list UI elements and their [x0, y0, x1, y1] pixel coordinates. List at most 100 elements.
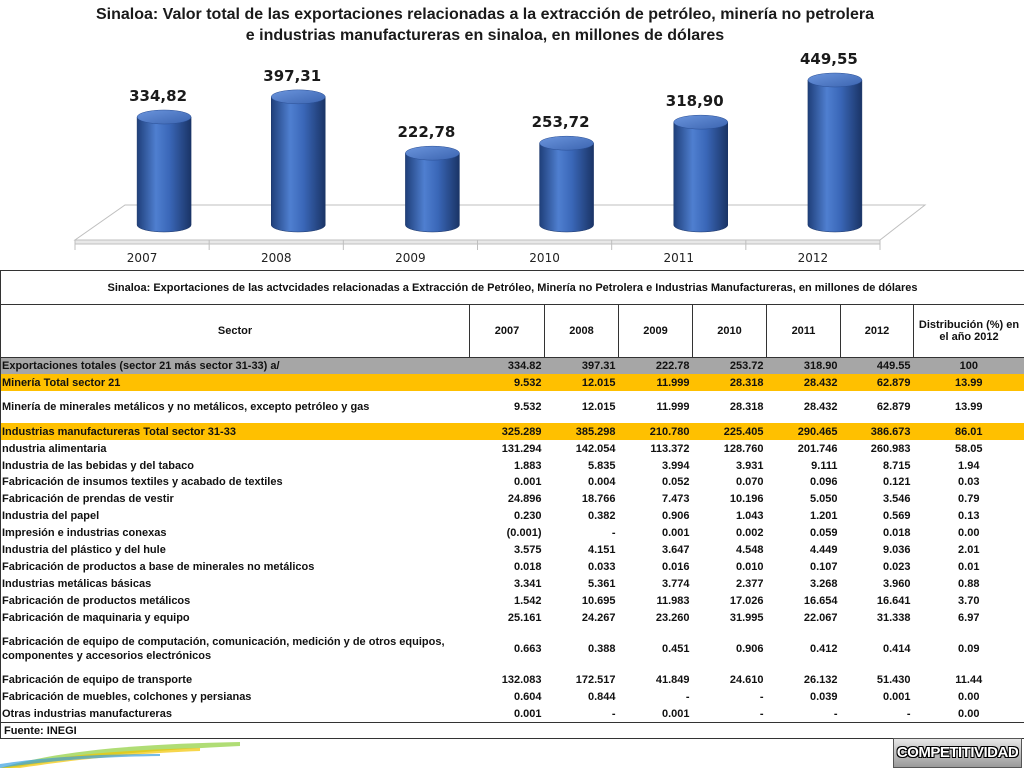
value-cell: 0.002	[735, 527, 764, 540]
sector-cell: Impresión e industrias conexas	[2, 527, 167, 540]
table-row: Impresión e industrias conexas (0.001) - 0.…	[1, 525, 1024, 542]
value-cell: -	[611, 527, 616, 540]
sector-cell: Industrias metálicas básicas	[2, 577, 152, 590]
value-label: 222,78	[397, 123, 455, 141]
value-cell: 24.610	[729, 674, 764, 687]
value-cell: 28.432	[766, 374, 841, 392]
value-cell: 0.004	[587, 476, 616, 489]
table-row: Fabricación de equipo de transporte 132.0…	[1, 672, 1024, 689]
value-cell: 0.09	[958, 642, 980, 655]
value-cell: 28.318	[729, 401, 764, 414]
value-cell: 62.879	[876, 401, 911, 414]
x-tick-label: 2007	[127, 251, 158, 265]
value-cell: 0.604	[513, 691, 542, 704]
value-cell: 3.960	[882, 577, 911, 590]
value-cell: 5.835	[587, 459, 616, 472]
value-cell: 10.196	[729, 493, 764, 506]
value-cell: 26.132	[803, 674, 838, 687]
value-cell: 10.695	[581, 594, 616, 607]
table-row: Fabricación de productos a base de miner…	[1, 558, 1024, 575]
value-cell: 1.542	[513, 594, 542, 607]
sector-cell: Fabricación de equipo de computación, co…	[2, 635, 445, 662]
value-cell: 11.983	[656, 594, 690, 607]
value-cell: 9.532	[469, 374, 545, 392]
value-cell: 449.55	[840, 357, 914, 375]
value-cell: 3.70	[958, 594, 980, 607]
value-cell: 3.546	[882, 493, 911, 506]
value-cell: 2.01	[958, 543, 980, 556]
table-row: Fabricación de prendas de vestir 24.896 18…	[1, 491, 1024, 508]
value-cell: -	[759, 707, 764, 720]
value-cell: 24.896	[507, 493, 542, 506]
value-cell: 253.72	[692, 357, 767, 375]
value-cell: 0.018	[882, 527, 911, 540]
value-cell: 0.906	[735, 642, 764, 655]
value-cell: -	[759, 691, 764, 704]
value-cell: 201.746	[797, 442, 838, 455]
value-cell: 62.879	[840, 374, 914, 392]
logo: COMPETITIVIDAD	[893, 738, 1022, 768]
table-row: Industria del plástico y del hule 3.575 4.…	[1, 542, 1024, 559]
floor	[73, 204, 927, 241]
value-cell: 17.026	[729, 594, 764, 607]
value-cell: 0.107	[809, 560, 838, 573]
sector-cell: Fabricación de insumos textiles y acabad…	[2, 476, 283, 489]
value-cell: 0.052	[661, 476, 690, 489]
value-cell: -	[833, 707, 838, 720]
table-row: Minería Total sector 21 9.532 12.015 11.999…	[0, 374, 1024, 392]
source: Fuente: INEGI	[0, 722, 1024, 740]
value-cell: 31.995	[729, 611, 764, 624]
value-cell: 11.44	[955, 674, 983, 687]
value-cell: 13.99	[954, 401, 983, 414]
value-cell: 11.999	[656, 401, 690, 414]
header-row: Sector 2007 2008 2009 2010 2011 2012 Distribuci…	[0, 304, 1024, 358]
bar	[136, 116, 192, 233]
data-table: Sinaloa: Exportaciones de las actvcidade…	[0, 270, 1024, 740]
sector-cell: Fabricación de maquinaria y equipo	[2, 611, 190, 624]
value-cell: 1.201	[809, 510, 838, 523]
bar-top	[136, 109, 192, 125]
value-cell: 25.161	[507, 611, 542, 624]
value-cell: 11.999	[618, 374, 693, 392]
sector-cell: Fabricación de prendas de vestir	[2, 493, 174, 506]
table-row: ndustria alimentaria 131.294 142.054 113.37…	[1, 440, 1024, 457]
sector-cell: Fabricación de muebles, colchones y pers…	[2, 691, 252, 704]
table-row: Industrias manufactureras Total sector 3…	[0, 423, 1024, 441]
value-cell: 128.760	[723, 442, 764, 455]
value-cell: 3.341	[513, 577, 542, 590]
value-cell: 0.001	[513, 707, 542, 720]
value-cell: 290.465	[766, 423, 841, 441]
value-cell: 12.015	[544, 374, 619, 392]
value-cell: 5.361	[587, 577, 616, 590]
value-cell: 1.043	[735, 510, 764, 523]
value-cell: 0.569	[882, 510, 911, 523]
value-cell: 31.338	[876, 611, 911, 624]
value-label: 253,72	[532, 113, 590, 131]
value-cell: 0.663	[513, 642, 542, 655]
value-cell: 86.01	[913, 423, 1024, 441]
x-tick-label: 2010	[529, 251, 560, 265]
value-cell: 0.451	[661, 642, 690, 655]
value-cell: 28.318	[692, 374, 767, 392]
value-cell: 0.001	[661, 707, 690, 720]
header-cell: 2008	[544, 304, 619, 358]
value-cell: 1.883	[513, 459, 542, 472]
header-cell: 2009	[618, 304, 693, 358]
value-cell: 3.774	[661, 577, 690, 590]
chart: 2007 334,82 2008 397,31 2009 222,78 2010 253,72…	[73, 50, 927, 265]
x-tick-label: 2012	[798, 251, 829, 265]
value-cell: 0.059	[809, 527, 838, 540]
table-row: Industrias metálicas básicas 3.341 5.361 3.…	[1, 575, 1024, 592]
header-cell: 2010	[692, 304, 767, 358]
sector-cell: Fabricación de equipo de transporte	[2, 674, 193, 687]
value-label: 318,90	[666, 92, 724, 110]
table-row: Minería de minerales metálicos y no metá…	[1, 391, 1024, 423]
bar	[271, 96, 326, 233]
value-cell: 0.00	[958, 527, 980, 540]
sector-cell: Industria de las bebidas y del tabaco	[2, 459, 194, 472]
value-cell: 100	[913, 357, 1024, 375]
table-row: Otras industrias manufactureras 0.001 - 0.0…	[1, 706, 1024, 723]
table-row: Fabricación de maquinaria y equipo 25.161…	[1, 609, 1024, 626]
value-cell: 0.00	[958, 707, 980, 720]
